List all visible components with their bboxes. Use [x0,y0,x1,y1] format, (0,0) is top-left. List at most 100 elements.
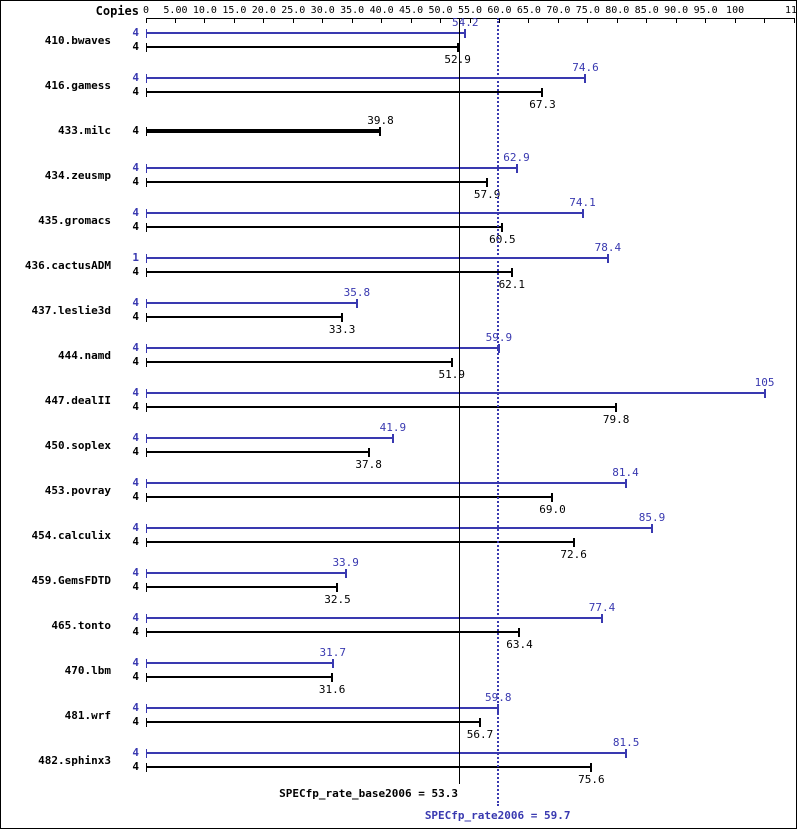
benchmark-label: 444.namd [58,349,111,362]
axis-tick [734,18,736,23]
axis-tick [498,18,500,23]
bar-end-cap [572,538,575,547]
copies-value: 4 [132,656,139,669]
bar-end-cap [486,178,489,187]
bar-value-label: 78.4 [594,241,622,254]
base-bar [146,406,617,408]
axis-tick-label: 50.0 [428,5,453,16]
copies-value: 4 [132,85,139,98]
axis-tick-label: 60.0 [487,5,512,16]
peak-bar [146,752,627,754]
copies-value: 4 [132,760,139,773]
benchmark-label: 465.tonto [51,619,111,632]
bar-end-cap [515,164,518,173]
axis-tick [322,18,324,23]
axis-tick-label: 5.00 [163,5,188,16]
benchmark-label: 459.GemsFDTD [31,574,111,587]
benchmark-label: 447.dealII [44,394,111,407]
axis-tick [263,18,265,23]
bar-value-label: 72.6 [560,548,587,561]
bar-end-cap [518,628,521,637]
benchmark-label: 453.povray [44,484,111,497]
benchmark-label: 481.wrf [64,709,111,722]
bar-end-cap [379,127,382,136]
peak-bar [146,527,653,529]
peak-bar [146,392,765,394]
copies-value: 4 [132,611,139,624]
bar-value-label: 62.1 [498,278,526,291]
copies-value: 4 [132,175,139,188]
benchmark-label: 434.zeusmp [44,169,111,182]
bar-end-cap [391,434,394,443]
base-bar [146,721,480,723]
peak-bar [146,347,499,349]
axis-tick-label: 65.0 [516,5,541,16]
bar-value-label: 85.9 [638,511,666,524]
bar-value-label: 69.0 [539,503,566,516]
axis-tick [764,18,766,23]
benchmark-label: 416.gamess [44,79,111,92]
bar-value-label: 63.4 [506,638,533,651]
base-bar [146,46,458,48]
bar-value-label: 52.9 [444,53,471,66]
axis-tick [351,18,353,23]
reference-line-peak [496,18,499,806]
bar-value-label: 59.9 [485,331,513,344]
reference-label-peak: SPECfp_rate2006 = 59.7 [424,809,571,822]
bar-value-label: 105 [754,376,775,389]
peak-bar [146,212,583,214]
bar-end-cap [541,88,544,97]
axis-tick [587,18,589,23]
benchmark-label: 436.cactusADM [24,259,111,272]
bar-end-cap [331,659,334,668]
benchmark-label: 454.calculix [31,529,111,542]
peak-bar [146,302,357,304]
copies-value: 4 [132,670,139,683]
copies-value: 4 [132,535,139,548]
base-bar [146,361,452,363]
axis-tick-label: 55.0 [457,5,483,16]
reference-label-base: SPECfp_rate_base2006 = 53.3 [279,787,458,800]
axis-tick [410,18,412,23]
bar-end-cap [456,43,459,52]
base-bar [146,451,369,453]
copies-value: 4 [132,341,139,354]
base-bar [146,496,553,498]
benchmark-label: 433.milc [58,124,111,137]
bar-value-label: 79.8 [602,413,630,426]
copies-value: 4 [132,296,139,309]
bar-end-cap [615,403,618,412]
peak-bar [146,32,466,34]
axis-tick [528,18,530,23]
copies-value: 4 [132,445,139,458]
bar-end-cap [651,524,654,533]
bar-end-cap [584,74,587,83]
copies-value: 4 [132,26,139,39]
bar-end-cap [464,29,467,38]
axis-tick [675,18,677,23]
axis-tick-label: 80.0 [605,5,630,16]
peak-bar [146,617,602,619]
bar-value-label: 33.3 [328,323,356,336]
peak-bar [146,482,626,484]
copies-value: 4 [132,40,139,53]
copies-value: 4 [132,71,139,84]
base-bar [146,181,488,183]
bar-end-cap [763,389,766,398]
axis-tick [793,18,795,23]
bar-end-cap [479,718,481,727]
base-bar [146,316,343,318]
axis-tick [145,18,147,23]
axis-tick-label: 45.0 [399,5,424,16]
benchmark-label: 437.leslie3d [31,304,111,317]
peak-bar [146,707,499,709]
copies-value: 4 [132,355,139,368]
bar-end-cap [625,749,628,758]
bar-end-cap [501,223,504,232]
axis-tick-label: 110 [784,5,797,16]
copies-value: 4 [132,715,139,728]
copies-value: 4 [132,625,139,638]
benchmark-label: 450.soplex [44,439,111,452]
copies-value: 4 [132,206,139,219]
